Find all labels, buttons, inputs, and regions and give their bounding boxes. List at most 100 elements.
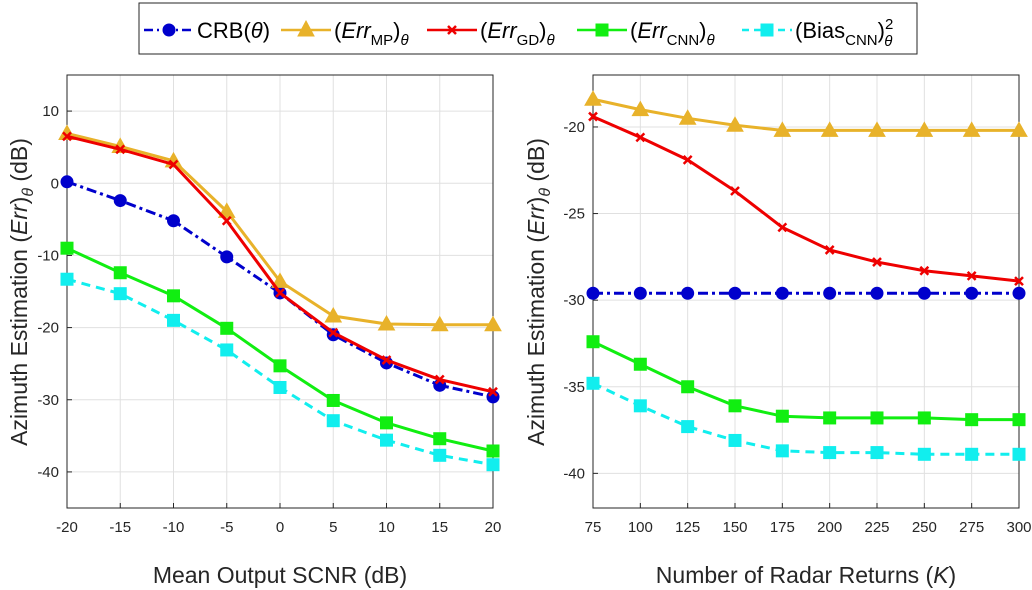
x-tick-label: -20 xyxy=(56,519,78,536)
data-point-bias xyxy=(167,313,180,327)
legend-entry-bias: (BiasCNN)2 θ xyxy=(742,16,893,50)
data-point-crb xyxy=(917,286,931,300)
legend-mp-close: ) xyxy=(393,18,400,43)
data-point-crb xyxy=(633,286,647,300)
legend-entry-gd: (ErrGD)θ xyxy=(427,18,555,49)
data-point-cnn xyxy=(633,357,647,371)
legend-marker-bias xyxy=(760,23,774,37)
x-tick-label: 0 xyxy=(276,519,284,536)
data-point-bias xyxy=(486,458,500,472)
chart-right-frame xyxy=(592,74,1020,509)
data-point-cnn xyxy=(60,241,74,255)
data-point-crb xyxy=(113,194,127,208)
data-point-bias xyxy=(775,444,789,458)
data-point-crb xyxy=(167,214,180,228)
data-point-cnn xyxy=(486,444,500,458)
legend-cnn-err: Err xyxy=(637,18,668,43)
legend-cnn-close: ) xyxy=(699,18,706,43)
data-point-mp xyxy=(678,109,697,125)
legend-gd-close: ) xyxy=(539,18,546,43)
chart-right-ylabel-close: ) xyxy=(523,197,549,205)
chart-left-ylabel-err: Err xyxy=(6,203,32,235)
chart-left-ylabel-close: ) xyxy=(6,197,32,205)
legend-label-gd: (ErrGD)θ xyxy=(480,18,555,49)
chart-left-series xyxy=(58,124,502,472)
data-point-cnn xyxy=(220,321,234,335)
legend-cnn-sub: CNN xyxy=(667,32,700,49)
data-point-crb xyxy=(728,286,742,300)
data-point-bias xyxy=(273,380,287,394)
chart-right-series xyxy=(584,90,1028,461)
data-point-cnn xyxy=(380,416,393,430)
data-point-gd xyxy=(588,111,598,122)
data-point-bias xyxy=(633,399,647,413)
data-point-mp xyxy=(820,121,839,137)
y-tick-label: -35 xyxy=(563,379,585,396)
legend-bias-close: ) xyxy=(878,18,885,43)
data-point-gd xyxy=(777,222,788,233)
data-point-bias xyxy=(586,376,600,390)
data-point-cnn xyxy=(113,266,127,280)
legend-label-crb: CRB(θ) xyxy=(197,18,270,43)
y-tick-label: -40 xyxy=(37,464,59,481)
chart-right: 75 100 125 150 175 200 225 250 275 300 -40-35-30-… xyxy=(523,74,1032,588)
data-point-mp xyxy=(324,307,343,323)
series-line-bias xyxy=(592,381,1019,456)
x-tick-label: -10 xyxy=(163,519,185,536)
legend-bias-theta: θ xyxy=(884,33,892,50)
x-tick-label: 15 xyxy=(431,519,448,536)
chart-left-ylabel-unit: (dB) xyxy=(6,138,32,188)
legend-mp-open: ( xyxy=(334,18,342,43)
legend-gd-sub: GD xyxy=(517,32,540,49)
chart-right-ylabel-unit: (dB) xyxy=(523,138,549,188)
x-tick-label: 250 xyxy=(912,519,937,536)
x-tick-label: 5 xyxy=(329,519,337,536)
data-point-bias xyxy=(681,420,695,434)
x-tick-label: 125 xyxy=(675,519,700,536)
legend-crb-theta: θ xyxy=(251,18,263,43)
legend-cnn-open: ( xyxy=(630,18,638,43)
chart-left: -20 -15 -10 -5 0 5 10 15 20 -40 -30 -20 -10 0 10 Mean… xyxy=(6,74,502,588)
data-point-gd xyxy=(635,132,646,143)
chart-right-ylabel-prefix: Azimuth Estimation ( xyxy=(523,235,549,446)
legend-bias-open: (Bias xyxy=(795,18,845,43)
legend-mp-theta: θ xyxy=(400,32,408,49)
legend-label-cnn: (ErrCNN)θ xyxy=(630,18,715,49)
data-point-crb xyxy=(60,175,74,189)
chart-left-xticks: -20 -15 -10 -5 0 5 10 15 20 xyxy=(56,503,501,536)
data-point-gd xyxy=(919,265,930,276)
data-point-bias xyxy=(1012,447,1026,461)
data-point-cnn xyxy=(167,289,180,303)
legend-mp-err: Err xyxy=(341,18,372,43)
chart-right-yticks: -40 -35 -30 -25 -20 xyxy=(563,119,598,482)
legend-entry-crb: CRB(θ) xyxy=(144,18,270,43)
chart-right-xticks: 75 100 125 150 175 200 225 250 275 300 xyxy=(585,503,1032,536)
data-point-mp xyxy=(962,121,981,137)
chart-right-y-axis-title: Azimuth Estimation (Err)θ (dB) xyxy=(523,138,554,446)
data-point-mp xyxy=(726,116,744,132)
legend-marker-gd xyxy=(447,25,457,35)
chart-right-ylabel-err: Err xyxy=(523,203,549,235)
data-point-mp xyxy=(868,121,886,137)
data-point-crb xyxy=(681,286,695,300)
chart-right-grid xyxy=(592,75,1020,508)
data-point-mp xyxy=(631,100,650,117)
data-point-gd xyxy=(682,154,693,165)
chart-right-xlabel-close: ) xyxy=(949,562,957,588)
series-gd xyxy=(588,111,1024,286)
data-point-bias xyxy=(113,287,127,301)
data-point-crb xyxy=(870,286,884,300)
data-point-cnn xyxy=(326,393,340,407)
data-point-crb xyxy=(823,286,837,300)
data-point-gd xyxy=(328,327,339,338)
legend-entry-mp: (ErrMP)θ xyxy=(281,18,409,49)
chart-left-y-axis-title: Azimuth Estimation (Err)θ (dB) xyxy=(6,138,37,446)
data-point-gd xyxy=(168,159,179,170)
y-tick-label: 0 xyxy=(51,175,59,192)
y-tick-label: -20 xyxy=(563,119,585,136)
data-point-bias xyxy=(380,433,393,447)
y-tick-label: -20 xyxy=(37,320,59,337)
data-point-mp xyxy=(271,272,289,288)
data-point-bias xyxy=(728,433,742,447)
